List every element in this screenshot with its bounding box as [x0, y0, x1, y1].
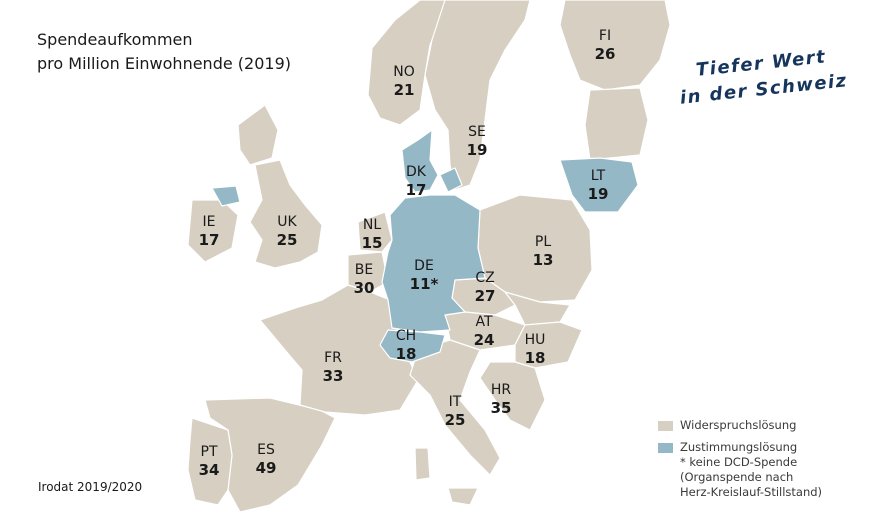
label-ireland: IE 17	[199, 214, 220, 249]
country-value: 30	[353, 279, 375, 297]
label-netherlands: NL 15	[362, 217, 383, 252]
label-hungary: HU 18	[525, 332, 546, 367]
country-value: 25	[276, 231, 298, 249]
legend-swatch-opt-in	[658, 443, 673, 453]
country-code: UK	[277, 214, 297, 230]
shape-denmark	[401, 129, 439, 193]
country-code: NO	[393, 64, 415, 80]
legend-label: Zustimmungslösung	[680, 440, 798, 454]
shape-italy	[409, 339, 501, 476]
country-code: SE	[468, 124, 486, 140]
country-code: FI	[598, 28, 612, 44]
country-code: HU	[524, 332, 546, 348]
country-value: 21	[393, 81, 415, 99]
label-portugal: PT 34	[199, 444, 220, 479]
label-denmark: DK 17	[406, 164, 427, 199]
shape-sweden	[424, 0, 531, 191]
legend: Widerspruchslösung Zustimmungslösung * k…	[658, 418, 822, 507]
label-czechia: CZ 27	[475, 270, 496, 305]
legend-item-opt-out: Widerspruchslösung	[658, 418, 822, 433]
country-code: FR	[324, 350, 342, 366]
country-value: 27	[474, 287, 496, 305]
country-value: 35	[490, 399, 512, 417]
label-uk: UK 25	[277, 214, 298, 249]
source-note: Irodat 2019/2020	[38, 480, 143, 494]
label-sweden: SE 19	[467, 124, 488, 159]
country-code: PT	[200, 444, 218, 460]
country-value: 49	[255, 459, 277, 477]
country-code: DK	[406, 164, 426, 180]
map-title-line-2: pro Million Einwohnende (2019)	[37, 54, 291, 73]
country-code: BE	[354, 262, 374, 278]
country-value: 18	[524, 349, 546, 367]
country-value: 18	[395, 345, 417, 363]
shape-scotland	[237, 104, 279, 166]
country-value: 25	[444, 411, 466, 429]
map-title-line-1: Spendeaufkommen	[37, 30, 193, 49]
country-code: PL	[534, 234, 552, 250]
country-code: CZ	[475, 270, 495, 286]
shape-sardinia	[414, 447, 431, 481]
country-code: ES	[257, 442, 275, 458]
shape-portugal	[187, 417, 233, 506]
country-value: 17	[198, 231, 220, 249]
country-value: 34	[198, 461, 220, 479]
country-value: 15	[361, 234, 383, 252]
country-code: CH	[395, 328, 417, 344]
label-spain: ES 49	[256, 442, 277, 477]
shape-balkans	[479, 361, 546, 431]
country-value: 13	[532, 251, 554, 269]
label-austria: AT 24	[474, 314, 495, 349]
country-value: 19	[587, 185, 609, 203]
legend-item-opt-in: Zustimmungslösung * keine DCD-Spende (Or…	[658, 440, 822, 500]
shape-baltic-north	[584, 87, 649, 161]
shape-germany	[381, 194, 486, 333]
shape-northern-ireland	[211, 185, 241, 207]
legend-footnote: * keine DCD-Spende	[680, 455, 798, 469]
label-belgium: BE 30	[354, 262, 375, 297]
legend-footnote: Herz-Kreislauf-Stillstand)	[680, 485, 823, 499]
label-france: FR 33	[323, 350, 344, 385]
map-title: Spendeaufkommen pro Million Einwohnende …	[37, 28, 291, 76]
shape-netherlands	[357, 211, 393, 253]
label-switzerland: CH 18	[396, 328, 417, 363]
country-code: DE	[414, 258, 434, 274]
shape-belgium	[347, 251, 389, 293]
country-value: 24	[473, 331, 495, 349]
country-value: 33	[322, 367, 344, 385]
shape-sicily	[447, 487, 479, 506]
legend-label: Widerspruchslösung	[680, 418, 797, 432]
label-germany: DE 11*	[410, 258, 439, 293]
country-code: HR	[490, 382, 512, 398]
label-lithuania: LT 19	[588, 168, 609, 203]
shape-uk	[249, 159, 323, 269]
label-finland: FI 26	[595, 28, 616, 63]
label-italy: IT 25	[445, 394, 466, 429]
country-code: NL	[362, 217, 382, 233]
shape-finland	[559, 0, 671, 91]
shape-denmark-islands	[439, 167, 463, 193]
label-norway: NO 21	[393, 64, 415, 99]
country-value: 11*	[409, 275, 439, 293]
legend-footnote: (Organspende nach	[680, 470, 794, 484]
country-code: IT	[448, 394, 462, 410]
country-code: LT	[590, 168, 606, 184]
country-value: 26	[594, 45, 616, 63]
country-value: 19	[466, 141, 488, 159]
label-poland: PL 13	[533, 234, 554, 269]
country-value: 17	[405, 181, 427, 199]
country-code: AT	[475, 314, 493, 330]
shape-switzerland	[379, 329, 446, 363]
country-code: IE	[202, 214, 216, 230]
legend-swatch-opt-out	[658, 421, 673, 431]
label-croatia: HR 35	[491, 382, 512, 417]
shape-lithuania	[559, 157, 639, 213]
